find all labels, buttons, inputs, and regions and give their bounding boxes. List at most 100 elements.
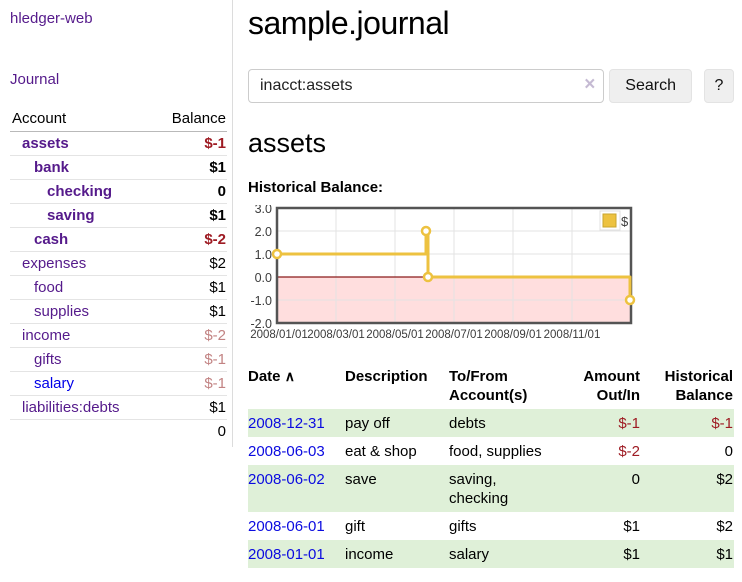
search-input-wrap: × <box>248 69 605 103</box>
transaction-accounts: debts <box>449 409 561 437</box>
sidebar-account-row: cash $-2 <box>10 228 227 252</box>
account-heading: assets <box>248 128 327 158</box>
transaction-balance: 0 <box>724 443 733 460</box>
column-header-amount: Amount Out/In <box>583 368 640 404</box>
transaction-date-link[interactable]: 2008-12-31 <box>248 415 325 432</box>
account-link[interactable]: liabilities:debts <box>22 399 120 416</box>
account-balance: $-1 <box>204 135 226 152</box>
sidebar-account-row: liabilities:debts $1 <box>10 396 227 420</box>
svg-text:0.0: 0.0 <box>255 271 272 285</box>
account-balance: $1 <box>209 279 226 296</box>
transaction-amount: $-2 <box>618 443 640 460</box>
sidebar-account-row: income $-2 <box>10 324 227 348</box>
y-axis-labels: 3.0 2.0 1.0 0.0 -1.0 -2.0 <box>250 202 272 331</box>
search-button[interactable]: Search <box>609 69 692 103</box>
svg-text:2008/09/01: 2008/09/01 <box>484 329 542 341</box>
sidebar-account-row: bank $1 <box>10 156 227 180</box>
svg-text:2008/03/01: 2008/03/01 <box>307 329 365 341</box>
transactions-header-row: Date ∧ Description To/From Account(s) Am… <box>248 363 734 409</box>
sidebar-account-row: saving $1 <box>10 204 227 228</box>
page: hledger-web Journal Account Balance asse… <box>10 0 734 568</box>
svg-text:2008/07/01: 2008/07/01 <box>425 329 483 341</box>
account-link[interactable]: gifts <box>34 351 62 368</box>
transaction-date-link[interactable]: 2008-06-03 <box>248 443 325 460</box>
account-link[interactable]: saving <box>47 207 95 224</box>
transaction-balance: $2 <box>716 518 733 535</box>
sidebar-account-row: supplies $1 <box>10 300 227 324</box>
column-header-date[interactable]: Date ∧ <box>248 368 295 385</box>
account-link[interactable]: salary <box>34 375 75 392</box>
sidebar-account-row: food $1 <box>10 276 227 300</box>
svg-text:-2.0: -2.0 <box>250 317 272 331</box>
sidebar-item-journal[interactable]: Journal <box>10 71 60 88</box>
transaction-row: 2008-01-01 income salary $1 $1 <box>248 540 734 568</box>
transaction-row: 2008-12-31 pay off debts $-1 $-1 <box>248 409 734 437</box>
transaction-accounts: saving, checking <box>449 465 561 512</box>
transaction-balance: $-1 <box>641 409 734 437</box>
svg-text:2008/05/01: 2008/05/01 <box>366 329 424 341</box>
x-axis-labels: 2008/01/01 2008/03/01 2008/05/01 2008/07… <box>250 329 600 341</box>
sidebar-account-row: gifts $-1 <box>10 348 227 372</box>
transaction-amount: 0 <box>561 465 641 512</box>
historical-balance-chart: $ 3.0 2.0 1.0 0.0 -1.0 -2.0 2008/01/01 2… <box>240 202 734 349</box>
transaction-date-cell: 2008-06-03 <box>248 437 345 465</box>
transaction-date-cell: 2008-12-31 <box>248 409 345 437</box>
svg-text:3.0: 3.0 <box>255 205 272 216</box>
sidebar-account-row: assets $-1 <box>10 132 227 156</box>
search-form: × Search ? <box>248 69 734 103</box>
accounts-table: Account Balance assets $-1 bank $1 check… <box>10 108 227 443</box>
account-balance: $2 <box>209 255 226 272</box>
column-header-description: Description <box>345 368 428 385</box>
accounts-table-header: Account Balance <box>10 108 227 132</box>
transaction-date-link[interactable]: 2008-01-01 <box>248 546 325 563</box>
account-link[interactable]: checking <box>47 183 113 200</box>
legend-label: $ <box>621 214 629 229</box>
account-balance: $1 <box>209 399 226 416</box>
transaction-row: 2008-06-03 eat & shop food, supplies $-2… <box>248 437 734 465</box>
sidebar-account-row: expenses $2 <box>10 252 227 276</box>
account-link[interactable]: cash <box>34 231 69 248</box>
account-link[interactable]: income <box>22 327 71 344</box>
svg-text:1.0: 1.0 <box>255 248 272 262</box>
account-link[interactable]: bank <box>34 159 70 176</box>
page-title: sample.journal <box>248 5 450 41</box>
transaction-balance: $1 <box>641 540 734 568</box>
plot-border <box>275 206 633 325</box>
transaction-date-cell: 2008-06-01 <box>248 512 345 540</box>
transaction-accounts: food, supplies <box>449 443 542 460</box>
account-balance: $1 <box>209 207 226 224</box>
transaction-accounts: salary <box>449 540 561 568</box>
transactions-table: Date ∧ Description To/From Account(s) Am… <box>248 363 734 568</box>
svg-text:-1.0: -1.0 <box>250 294 272 308</box>
search-help-button[interactable]: ? <box>704 69 734 103</box>
account-balance: $-1 <box>204 351 226 368</box>
transaction-date-link[interactable]: 2008-06-01 <box>248 518 325 535</box>
account-balance: $1 <box>209 303 226 320</box>
account-link[interactable]: supplies <box>34 303 90 320</box>
account-balance: $-2 <box>204 327 226 344</box>
svg-text:2008/01/01: 2008/01/01 <box>250 329 308 341</box>
clear-search-icon[interactable]: × <box>584 74 596 95</box>
transaction-row: 2008-06-02 save saving, checking 0 $2 <box>248 465 734 512</box>
transaction-amount: $1 <box>561 540 641 568</box>
transaction-description: save <box>345 465 449 512</box>
search-input[interactable] <box>248 69 605 103</box>
transaction-amount: $-1 <box>561 409 641 437</box>
data-points <box>271 225 636 306</box>
account-link[interactable]: assets <box>22 135 69 152</box>
transaction-balance: $2 <box>641 465 734 512</box>
transaction-row: 2008-06-01 gift gifts $1 $2 <box>248 512 734 540</box>
transaction-date-link[interactable]: 2008-06-02 <box>248 471 325 488</box>
account-link[interactable]: food <box>34 279 64 296</box>
sort-ascending-icon[interactable]: ∧ <box>284 368 295 384</box>
transaction-date-cell: 2008-01-01 <box>248 540 345 568</box>
account-balance: 0 <box>217 183 226 200</box>
line-chart-svg: $ 3.0 2.0 1.0 0.0 -1.0 -2.0 2008/01/01 2… <box>250 202 636 341</box>
legend-swatch <box>602 213 617 228</box>
brand-link[interactable]: hledger-web <box>10 10 93 27</box>
account-balance: $-2 <box>204 231 226 248</box>
svg-text:2.0: 2.0 <box>255 225 272 239</box>
account-link[interactable]: expenses <box>22 255 87 272</box>
account-balance: $1 <box>209 159 226 176</box>
transaction-accounts: gifts <box>449 518 477 535</box>
